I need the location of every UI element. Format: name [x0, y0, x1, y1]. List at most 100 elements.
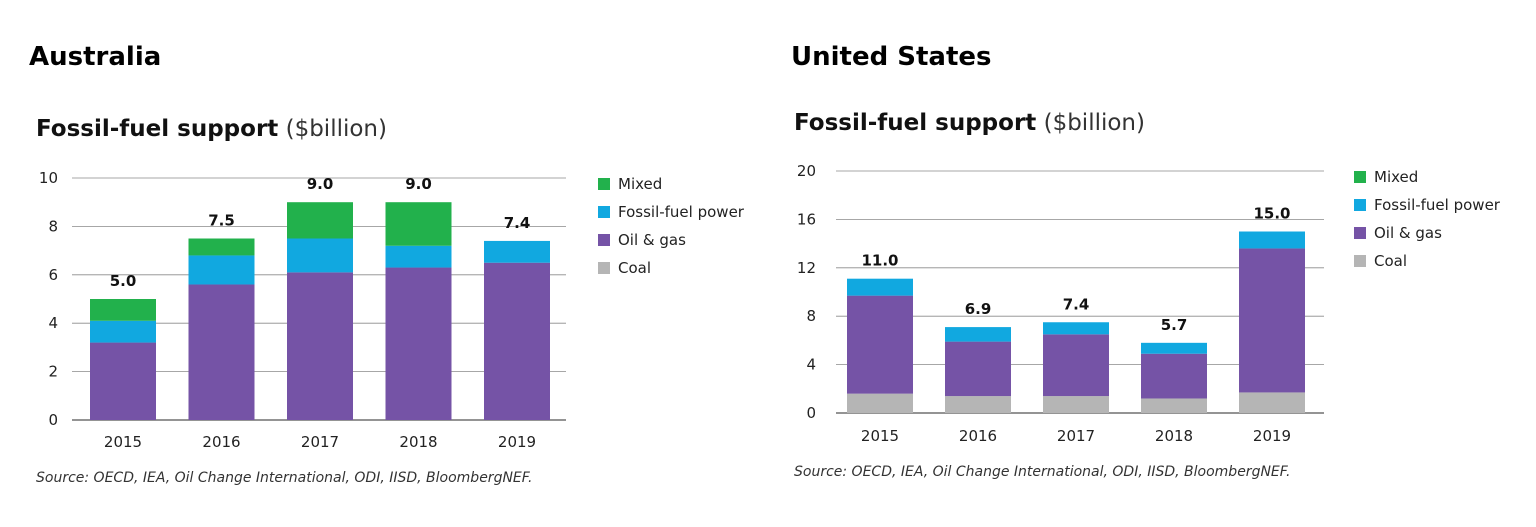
legend-item: Mixed	[598, 170, 744, 198]
bar-segment-fossil-fuel-power	[287, 238, 353, 273]
bar-segment-fossil-fuel-power	[945, 327, 1011, 342]
stacked-bar-chart: 0 2 4 6 8 10 5.0 2015 7.5 2016 9.0 2017 9.0 2018 7.4 20…	[39, 169, 566, 451]
legend-item: Oil & gas	[598, 226, 744, 254]
y-tick-label: 16	[797, 210, 816, 228]
chart-title: Fossil-fuel support ($billion)	[794, 110, 1145, 136]
x-tick-label: 2018	[1155, 427, 1193, 445]
bar-segment-oil-gas	[1239, 248, 1305, 393]
bar-segment-coal	[945, 396, 1011, 413]
bar-segment-coal	[1043, 396, 1109, 413]
total-value-label: 5.0	[110, 272, 137, 290]
bar-segment-fossil-fuel-power	[188, 255, 255, 285]
legend-label: Mixed	[618, 175, 663, 193]
x-tick-label: 2016	[202, 433, 240, 451]
legend-item: Fossil-fuel power	[1354, 191, 1500, 219]
chart-legend: Mixed Fossil-fuel power Oil & gas Coal	[1354, 163, 1500, 275]
legend-label: Coal	[618, 259, 652, 277]
y-tick-label: 4	[806, 356, 816, 374]
bar-segment-fossil-fuel-power	[484, 240, 550, 263]
legend-label: Mixed	[1374, 168, 1419, 186]
legend-swatch	[598, 262, 610, 274]
bar-segment-fossil-fuel-power	[1141, 342, 1207, 354]
bar-segment-oil-gas	[188, 284, 255, 420]
bar-segment-fossil-fuel-power	[90, 320, 156, 343]
y-tick-label: 8	[806, 307, 816, 325]
chart-title-main: Fossil-fuel support	[36, 116, 279, 142]
source-note: Source: OECD, IEA, Oil Change Internatio…	[36, 470, 533, 486]
x-tick-label: 2015	[861, 427, 899, 445]
y-tick-label: 0	[806, 404, 816, 422]
y-tick-label: 10	[39, 169, 58, 187]
total-value-label: 7.5	[208, 212, 235, 230]
bar-segment-coal	[1141, 398, 1207, 413]
y-tick-label: 0	[48, 411, 58, 429]
legend-item: Coal	[598, 254, 744, 282]
chart-legend: Mixed Fossil-fuel power Oil & gas Coal	[598, 170, 744, 282]
bar-segment-oil-gas	[1043, 334, 1109, 397]
legend-swatch	[1354, 227, 1366, 239]
bar-segment-fossil-fuel-power	[847, 278, 913, 296]
bar-segment-oil-gas	[90, 342, 156, 420]
bar-segment-mixed	[90, 299, 156, 321]
bar-segment-fossil-fuel-power	[385, 245, 452, 268]
legend-swatch	[1354, 199, 1366, 211]
x-tick-label: 2017	[301, 433, 339, 451]
chart-title-unit: ($billion)	[1043, 110, 1145, 136]
x-tick-label: 2017	[1057, 427, 1095, 445]
x-tick-label: 2019	[498, 433, 536, 451]
legend-label: Coal	[1374, 252, 1408, 270]
bar-segment-coal	[1239, 392, 1305, 413]
bar-segment-oil-gas	[945, 341, 1011, 397]
bar-segment-oil-gas	[385, 267, 452, 420]
legend-label: Oil & gas	[1374, 224, 1442, 242]
x-tick-label: 2019	[1253, 427, 1291, 445]
bar-segment-fossil-fuel-power	[1239, 231, 1305, 249]
bar-segment-coal	[847, 393, 913, 413]
y-tick-label: 2	[48, 363, 58, 381]
legend-label: Fossil-fuel power	[1374, 196, 1500, 214]
x-tick-label: 2016	[959, 427, 997, 445]
bar-segment-mixed	[385, 202, 452, 246]
bar-segment-oil-gas	[1141, 353, 1207, 399]
bar-segment-fossil-fuel-power	[1043, 322, 1109, 335]
y-tick-label: 4	[48, 314, 58, 332]
x-tick-label: 2018	[399, 433, 437, 451]
legend-swatch	[598, 234, 610, 246]
total-value-label: 6.9	[965, 300, 992, 318]
legend-label: Oil & gas	[618, 231, 686, 249]
bar-segment-mixed	[188, 238, 255, 256]
chart-title-unit: ($billion)	[285, 116, 387, 142]
country-heading: Australia	[29, 42, 162, 72]
stacked-bar-chart: 0 4 8 12 16 20 11.0 2015 6.9 2016 7.4 2017 5.7 2018 15…	[797, 162, 1324, 445]
bar-segment-oil-gas	[484, 262, 550, 420]
chart-title: Fossil-fuel support ($billion)	[36, 116, 387, 142]
y-tick-label: 8	[48, 217, 58, 235]
total-value-label: 9.0	[405, 175, 432, 193]
legend-swatch	[598, 178, 610, 190]
legend-label: Fossil-fuel power	[618, 203, 744, 221]
y-tick-label: 6	[48, 266, 58, 284]
united-states-panel: United States Fossil-fuel support ($bill…	[768, 0, 1536, 527]
legend-item: Mixed	[1354, 163, 1500, 191]
total-value-label: 5.7	[1161, 316, 1188, 334]
total-value-label: 7.4	[1063, 295, 1090, 313]
total-value-label: 15.0	[1253, 205, 1290, 223]
y-tick-label: 20	[797, 162, 816, 180]
australia-panel: Australia Fossil-fuel support ($billion)…	[29, 42, 744, 486]
bar-segment-mixed	[287, 202, 353, 239]
legend-item: Fossil-fuel power	[598, 198, 744, 226]
legend-item: Coal	[1354, 247, 1500, 275]
bar-segment-oil-gas	[847, 295, 913, 394]
country-heading: United States	[791, 42, 992, 72]
legend-item: Oil & gas	[1354, 219, 1500, 247]
total-value-label: 7.4	[504, 214, 531, 232]
total-value-label: 9.0	[307, 175, 334, 193]
source-note: Source: OECD, IEA, Oil Change Internatio…	[794, 464, 1291, 480]
legend-swatch	[1354, 255, 1366, 267]
y-tick-label: 12	[797, 259, 816, 277]
bar-segment-oil-gas	[287, 272, 353, 420]
legend-swatch	[1354, 171, 1366, 183]
legend-swatch	[598, 206, 610, 218]
x-tick-label: 2015	[104, 433, 142, 451]
total-value-label: 11.0	[861, 252, 898, 270]
